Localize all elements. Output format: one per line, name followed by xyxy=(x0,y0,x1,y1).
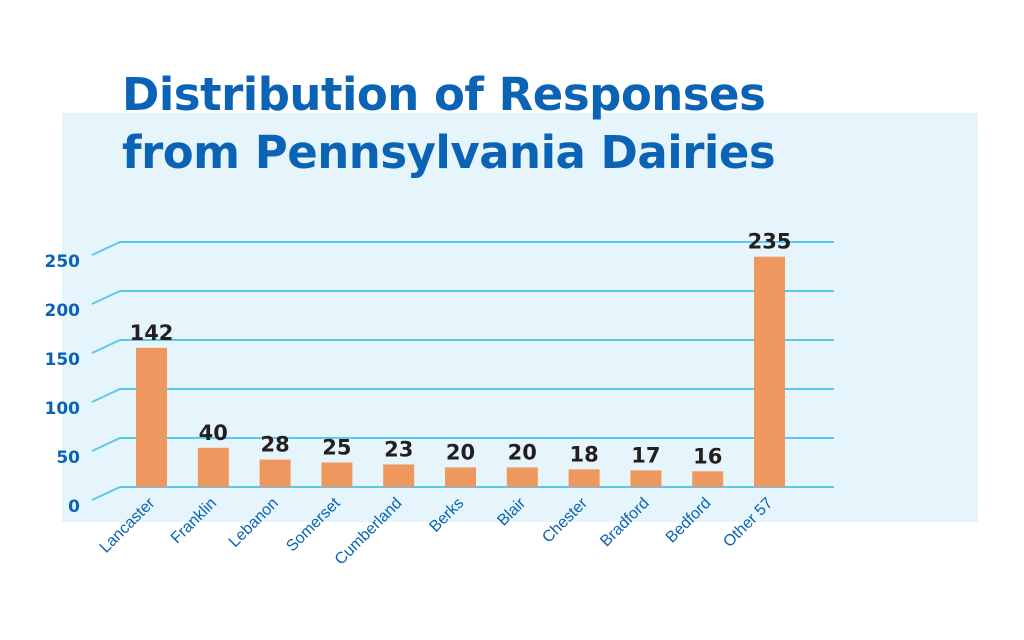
bar xyxy=(568,469,600,487)
y-tick-label: 50 xyxy=(56,448,80,468)
bar xyxy=(321,462,353,487)
gridline xyxy=(91,388,834,403)
data-label: 17 xyxy=(631,443,660,467)
data-label: 28 xyxy=(260,433,289,457)
gridline xyxy=(91,486,834,501)
x-tick-label: Somerset xyxy=(283,494,344,555)
gridline xyxy=(91,437,834,452)
x-tick-label: Lancaster xyxy=(97,494,159,556)
data-label: 235 xyxy=(748,230,792,254)
x-tick-label: Berks xyxy=(426,495,467,536)
x-axis-ticks: Lancaster Franklin Lebanon SomersetCumberla… xyxy=(97,494,777,568)
bar xyxy=(383,464,415,487)
data-label: 20 xyxy=(446,440,475,464)
chart-title: Distribution of Responses from Pennsylva… xyxy=(122,66,776,182)
x-tick-label: Bedford xyxy=(663,495,715,547)
data-label: 18 xyxy=(569,442,598,466)
chart-title-line-1: Distribution of Responses xyxy=(122,68,766,121)
bar xyxy=(692,471,724,487)
data-label: 23 xyxy=(384,437,413,461)
x-tick-label: Bradford xyxy=(597,495,652,550)
x-tick-label: Lebanon xyxy=(226,495,282,551)
y-axis-ticks: 0 50 100 150 200 250 xyxy=(45,252,81,517)
data-labels: 142 40 28 25 23 20 20 18 17 16 235 xyxy=(130,230,792,469)
gridline xyxy=(91,339,834,354)
bars xyxy=(136,256,785,487)
x-tick-label: Other 57 xyxy=(720,495,776,551)
bar xyxy=(754,256,785,487)
y-tick-label: 0 xyxy=(68,497,80,517)
y-tick-label: 150 xyxy=(45,350,81,370)
chart-title-line-2: from Pennsylvania Dairies xyxy=(122,126,776,179)
x-tick-label: Chester xyxy=(539,494,591,546)
bar xyxy=(630,470,662,487)
data-label: 16 xyxy=(693,444,722,468)
y-tick-label: 200 xyxy=(45,301,81,321)
gridline xyxy=(91,241,834,256)
data-label: 142 xyxy=(130,321,174,345)
bar xyxy=(445,467,476,487)
bar xyxy=(259,459,291,487)
data-label: 20 xyxy=(508,440,537,464)
gridline xyxy=(91,290,834,305)
x-tick-label: Franklin xyxy=(168,495,220,547)
y-tick-label: 250 xyxy=(45,252,81,272)
x-tick-label: Cumberland xyxy=(332,495,406,569)
data-label: 25 xyxy=(322,436,351,460)
data-label: 40 xyxy=(199,421,228,445)
bar xyxy=(506,467,538,487)
bar xyxy=(197,447,229,487)
x-tick-label: Blair xyxy=(494,494,529,529)
bar xyxy=(136,347,167,487)
y-tick-label: 100 xyxy=(45,399,81,419)
